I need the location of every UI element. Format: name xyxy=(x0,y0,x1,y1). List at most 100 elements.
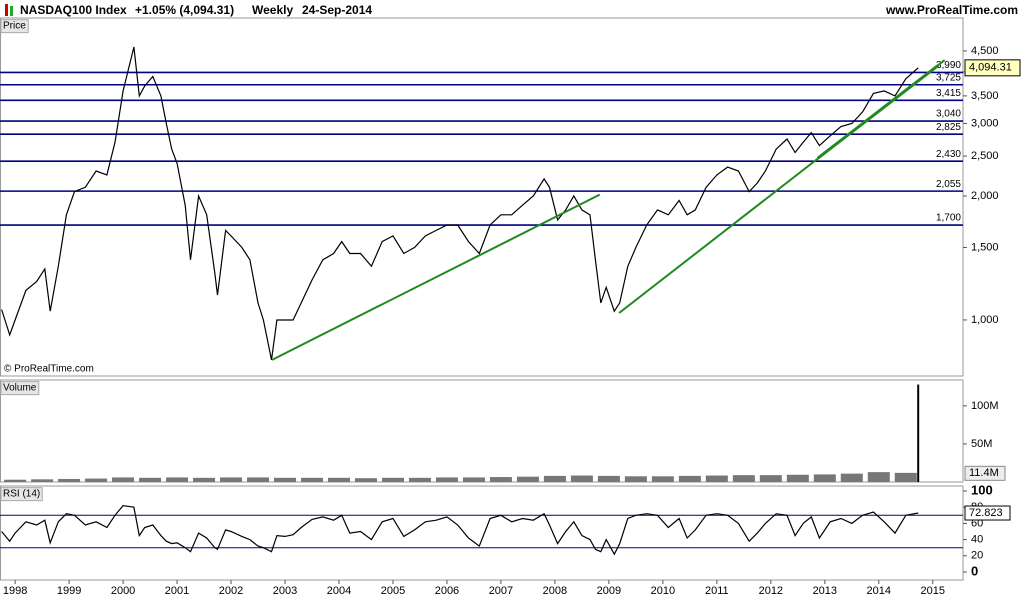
panel-label-box xyxy=(0,381,40,396)
volume-bar xyxy=(354,478,377,482)
header-date: 24-Sep-2014 xyxy=(302,3,372,17)
volume-bar xyxy=(4,479,27,482)
x-tick-label: 2015 xyxy=(921,585,945,597)
x-tick-label: 2007 xyxy=(489,585,513,597)
y-tick-label: 100M xyxy=(971,400,999,412)
volume-bar xyxy=(759,475,782,482)
x-tick-label: 2001 xyxy=(165,585,189,597)
y-tick-label: 40 xyxy=(971,534,983,546)
candle-icon xyxy=(5,4,8,16)
y-tick-label: 4,500 xyxy=(971,45,999,57)
volume-bar xyxy=(894,472,917,482)
volume-bar xyxy=(462,477,485,482)
volume-bar xyxy=(112,477,135,482)
volume-bar xyxy=(840,473,863,482)
volume-bar xyxy=(570,475,593,482)
volume-bar xyxy=(274,477,297,482)
price-line xyxy=(1,46,919,361)
trend-line xyxy=(271,193,601,361)
volume-bar xyxy=(732,475,755,482)
y-tick-label: 2,000 xyxy=(971,190,999,202)
volume-bar xyxy=(247,477,270,482)
volume-bar xyxy=(917,384,920,482)
panel-label: RSI (14) xyxy=(3,489,40,500)
volume-bar xyxy=(166,477,189,482)
watermark: © ProRealTime.com xyxy=(4,364,94,375)
volume-bar xyxy=(489,477,512,482)
volume-bar xyxy=(435,477,458,482)
level-label: 3,990 xyxy=(936,60,961,71)
x-tick-label: 1998 xyxy=(3,585,27,597)
volume-bar xyxy=(139,477,162,482)
header-site: www.ProRealTime.com xyxy=(885,3,1018,17)
level-label: 1,700 xyxy=(936,213,961,224)
panel-label: Price xyxy=(3,21,26,32)
x-tick-label: 2010 xyxy=(651,585,675,597)
volume-bar xyxy=(651,476,674,482)
last-value-box xyxy=(964,465,1006,481)
volume-bar xyxy=(543,475,566,482)
x-tick-label: 2004 xyxy=(327,585,351,597)
volume-bar xyxy=(786,474,809,482)
x-tick-label: 2011 xyxy=(705,585,729,597)
volume-bar xyxy=(516,476,539,482)
panel-label: Volume xyxy=(3,383,37,394)
price-line xyxy=(1,504,919,556)
volume-bar xyxy=(597,475,620,482)
level-label: 3,040 xyxy=(936,109,961,120)
volume-bar xyxy=(705,475,728,482)
header-title: NASDAQ100 Index xyxy=(20,3,127,17)
volume-bar xyxy=(813,474,836,482)
volume-bar xyxy=(867,472,890,482)
y-tick-label: 3,500 xyxy=(971,90,999,102)
x-tick-label: 2014 xyxy=(867,585,891,597)
volume-bar xyxy=(85,478,108,482)
volume-bar xyxy=(220,477,243,482)
last-value-label: 11.4M xyxy=(969,467,999,479)
last-value-label: 4,094.31 xyxy=(969,62,1012,74)
level-label: 2,430 xyxy=(936,149,961,160)
panel-label-box xyxy=(0,19,29,34)
volume-bar xyxy=(31,479,54,482)
trend-line xyxy=(816,64,940,160)
level-label: 3,415 xyxy=(936,88,961,99)
volume-bar xyxy=(408,477,431,482)
volume-bar xyxy=(193,477,216,482)
x-tick-label: 2003 xyxy=(273,585,297,597)
x-tick-label: 2002 xyxy=(219,585,243,597)
header-change: +1.05% (4,094.31) xyxy=(135,3,234,17)
header-period: Weekly xyxy=(252,3,293,17)
panel-label-box xyxy=(0,487,43,502)
volume-bar xyxy=(381,477,404,482)
y-tick-label: 20 xyxy=(971,550,983,562)
level-label: 3,725 xyxy=(936,72,961,83)
y-tick-label: 2,500 xyxy=(971,150,999,162)
x-tick-label: 2008 xyxy=(543,585,567,597)
last-value-label: 72.823 xyxy=(969,507,1003,519)
level-label: 2,055 xyxy=(936,179,961,190)
candle-icon xyxy=(10,6,13,16)
volume-bar xyxy=(327,477,350,482)
y-tick-label: 100 xyxy=(971,482,993,497)
x-tick-label: 2005 xyxy=(381,585,405,597)
x-tick-label: 2013 xyxy=(813,585,837,597)
volume-bar xyxy=(678,475,701,482)
y-tick-label: 50M xyxy=(971,438,992,450)
x-tick-label: 2006 xyxy=(435,585,459,597)
y-tick-label: 1,000 xyxy=(971,314,999,326)
volume-bar xyxy=(301,477,324,482)
x-tick-label: 2009 xyxy=(597,585,621,597)
y-tick-label: 3,000 xyxy=(971,117,999,129)
level-label: 2,825 xyxy=(936,122,961,133)
y-tick-label: 0 xyxy=(971,563,978,578)
x-tick-label: 2012 xyxy=(759,585,783,597)
volume-bar xyxy=(58,478,81,482)
x-tick-label: 1999 xyxy=(57,585,81,597)
last-value-box xyxy=(964,505,1011,521)
last-value-box xyxy=(964,59,1021,77)
volume-bar xyxy=(624,476,647,482)
y-tick-label: 1,500 xyxy=(971,241,999,253)
x-tick-label: 2000 xyxy=(111,585,135,597)
